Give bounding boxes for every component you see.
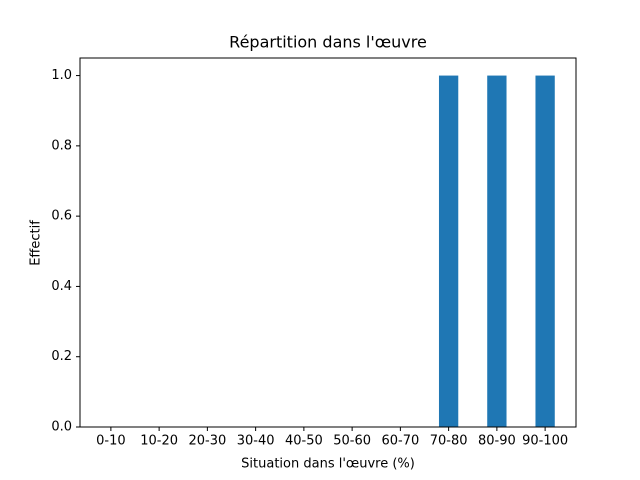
x-tick-label: 40-50	[285, 434, 323, 449]
x-tick-label: 10-20	[140, 434, 178, 449]
y-tick-label: 0.0	[51, 420, 72, 435]
x-axis-label: Situation dans l'œuvre (%)	[241, 457, 415, 472]
bar	[487, 75, 507, 428]
y-tick-label: 1.0	[51, 68, 72, 83]
y-tick-label: 0.6	[51, 209, 72, 224]
x-tick-label: 50-60	[333, 434, 371, 449]
y-tick-label: 0.8	[51, 138, 72, 153]
x-tick-label: 60-70	[381, 434, 419, 449]
chart-title: Répartition dans l'œuvre	[229, 33, 427, 52]
plot-frame	[79, 57, 577, 428]
y-tick-label: 0.4	[51, 279, 72, 294]
x-tick-label: 70-80	[430, 434, 468, 449]
x-tick-label: 20-30	[188, 434, 226, 449]
x-tick-label: 80-90	[478, 434, 516, 449]
bar	[438, 75, 459, 428]
y-tick-label: 0.2	[51, 349, 72, 364]
bar	[535, 75, 555, 428]
x-tick-label: 90-100	[522, 434, 568, 449]
x-tick-label: 30-40	[237, 434, 275, 449]
y-axis-label: Effectif	[29, 220, 44, 266]
x-tick-label: 0-10	[96, 434, 126, 449]
